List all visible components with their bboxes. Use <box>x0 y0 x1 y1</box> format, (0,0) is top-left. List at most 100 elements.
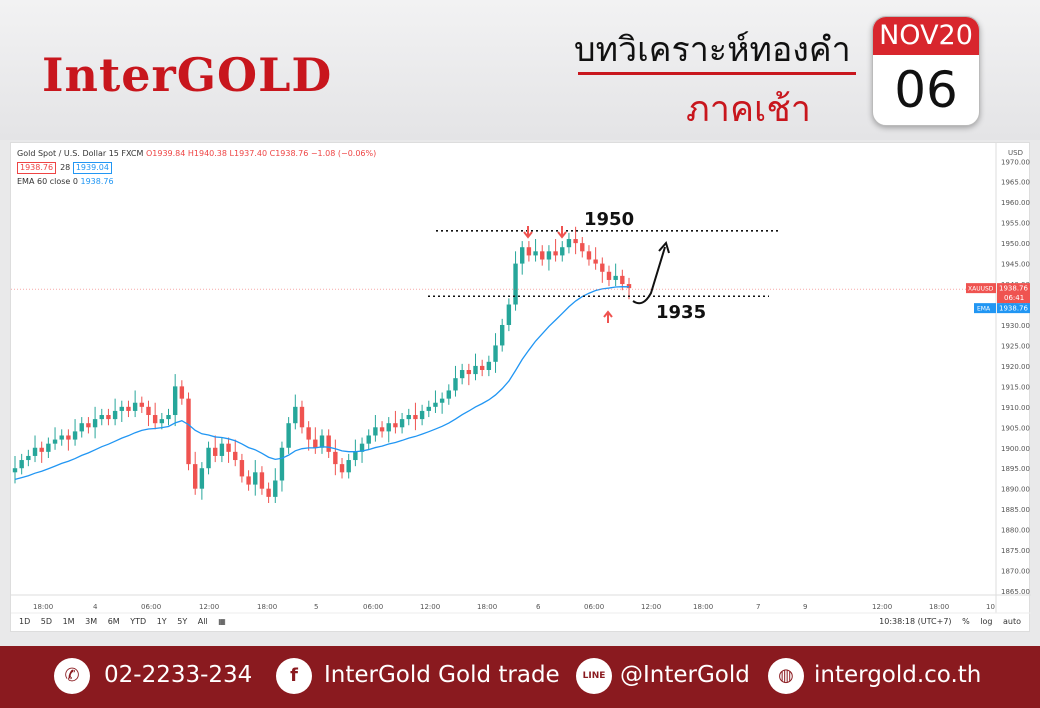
tf-3m[interactable]: 3M <box>85 617 98 626</box>
page-subtitle: ภาคเช้า <box>686 89 811 130</box>
line-account[interactable]: @InterGold <box>620 662 750 688</box>
tf-5d[interactable]: 5D <box>40 617 53 626</box>
candle-body <box>393 423 398 428</box>
ask-button[interactable]: 1939.04 <box>72 162 112 174</box>
price-tick-label: 1870.00 <box>1001 568 1030 576</box>
candle-body <box>566 239 572 248</box>
candle-body <box>152 415 158 424</box>
symbol-label: Gold Spot / U.S. Dollar 15 FXCM <box>17 149 144 158</box>
candle-body <box>533 251 538 256</box>
ema-legend-value: 1938.76 <box>80 177 114 186</box>
candle-body <box>12 468 18 473</box>
timeframe-bar: 1D 5D 1M 3M 6M YTD 1Y 5Y All ▦ <box>19 617 234 626</box>
candle-body <box>239 460 245 477</box>
candle-body <box>366 435 371 444</box>
price-tick-label: 1900.00 <box>1001 445 1030 453</box>
clock-readout: 10:38:18 (UTC+7) <box>879 617 952 626</box>
spread-value: 28 <box>60 163 71 172</box>
candle-body <box>613 275 618 280</box>
calendar-range-icon[interactable]: ▦ <box>218 617 226 626</box>
candle-body <box>419 410 425 420</box>
candle-body <box>466 370 472 375</box>
price-tick-label: 1920.00 <box>1001 363 1030 371</box>
candle-body <box>92 419 98 428</box>
price-tag-value: 1938.76 <box>999 285 1028 293</box>
candle-body <box>546 251 552 260</box>
candle-body <box>299 406 305 428</box>
candle-body <box>159 419 165 424</box>
time-tick-label: 12:00 <box>199 603 219 611</box>
price-chart[interactable]: 1865.00 1870.00 1875.00 1880.00 1885.00 1890.… <box>11 143 1031 633</box>
time-tick-label: 7 <box>756 603 760 611</box>
price-tick-label: 1965.00 <box>1001 179 1030 187</box>
candle-body <box>286 423 291 448</box>
tf-6m[interactable]: 6M <box>107 617 120 626</box>
time-tick-label: 06:00 <box>363 603 383 611</box>
time-tick-label: 18:00 <box>33 603 53 611</box>
candle-body <box>600 263 605 272</box>
chart-panel[interactable]: 1865.00 1870.00 1875.00 1880.00 1885.00 1890.… <box>10 142 1031 633</box>
candle-body <box>580 243 585 252</box>
resistance-arrow-icon <box>557 226 567 239</box>
candle-body <box>126 406 131 411</box>
chart-legend: Gold Spot / U.S. Dollar 15 FXCM O1939.84… <box>17 147 376 189</box>
level-label: 1950 <box>584 209 634 230</box>
facebook-icon: f <box>276 658 312 694</box>
candle-body <box>206 447 211 469</box>
candle-body <box>433 402 438 407</box>
log-toggle[interactable]: log <box>980 617 993 626</box>
candle-body <box>333 451 338 465</box>
candle-body <box>186 398 191 465</box>
time-tick-label: 18:00 <box>929 603 949 611</box>
website-link[interactable]: intergold.co.th <box>814 662 982 688</box>
candle-body <box>493 345 498 362</box>
candle-body <box>553 251 558 256</box>
calendar-badge: NOV20 06 <box>872 16 980 126</box>
percent-toggle[interactable]: % <box>962 617 970 626</box>
time-tick-label: 10 <box>986 603 995 611</box>
candle-body <box>379 427 385 432</box>
candle-body <box>52 439 58 444</box>
candle-body <box>106 415 111 420</box>
price-tick-label: 1925.00 <box>1001 342 1030 350</box>
tf-all[interactable]: All <box>197 617 208 626</box>
candle-body <box>199 468 205 489</box>
intergold-logo: InterGOLD <box>42 48 333 102</box>
tf-ytd[interactable]: YTD <box>130 617 147 626</box>
candle-body <box>506 304 512 325</box>
candle-body <box>526 247 532 256</box>
candle-body <box>72 431 78 440</box>
price-tick-label: 1955.00 <box>1001 220 1030 228</box>
candle-body <box>246 476 251 485</box>
tf-1m[interactable]: 1M <box>62 617 75 626</box>
ohlc-readout: O1939.84 H1940.38 L1937.40 C1938.76 −1.0… <box>145 149 377 158</box>
candle-body <box>426 406 431 411</box>
symbol-tag-label: XAUUSD <box>968 286 994 293</box>
candle-body <box>326 435 331 452</box>
time-tick-label: 6 <box>536 603 541 611</box>
time-tick-label: 18:00 <box>257 603 277 611</box>
phone-number[interactable]: 02-2233-234 <box>104 662 253 688</box>
candle-body <box>499 324 505 346</box>
candle-body <box>219 443 225 456</box>
candle-body <box>19 460 24 469</box>
candle-body <box>446 390 452 399</box>
bid-button[interactable]: 1938.76 <box>17 162 57 174</box>
price-tag <box>997 283 1030 304</box>
tf-1y[interactable]: 1Y <box>156 617 167 626</box>
time-tick-label: 12:00 <box>641 603 661 611</box>
candle-body <box>606 271 612 280</box>
forecast-arrowhead-icon <box>658 240 670 254</box>
candle-body <box>86 423 91 428</box>
candle-body <box>626 284 632 289</box>
symbol-tag <box>966 283 996 294</box>
tf-5y[interactable]: 5Y <box>177 617 188 626</box>
candle-body <box>259 472 265 489</box>
price-tick-label: 1950.00 <box>1001 240 1030 248</box>
auto-toggle[interactable]: auto <box>1002 617 1021 626</box>
facebook-page[interactable]: InterGold Gold trade <box>324 662 560 688</box>
tf-1d[interactable]: 1D <box>19 617 31 626</box>
price-tick-label: 1895.00 <box>1001 465 1030 473</box>
candle-body <box>319 435 325 448</box>
candle-body <box>573 239 578 244</box>
